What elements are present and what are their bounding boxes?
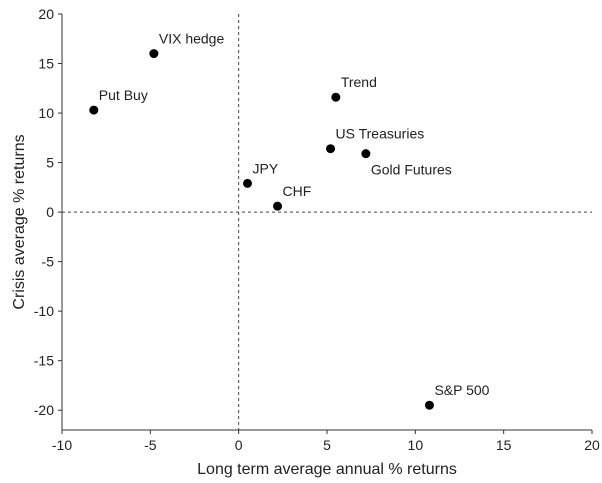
point bbox=[424, 400, 434, 410]
point bbox=[361, 149, 371, 159]
point-label: S&P 500 bbox=[434, 382, 489, 398]
point-label: US Treasuries bbox=[336, 126, 425, 142]
y-axis-label: Crisis average % returns bbox=[11, 134, 28, 309]
point-label: Trend bbox=[341, 74, 377, 90]
x-tick-label: 0 bbox=[235, 437, 243, 453]
x-tick-label: 10 bbox=[408, 437, 424, 453]
x-tick-label: 5 bbox=[323, 437, 331, 453]
y-tick-label: -20 bbox=[34, 402, 54, 418]
y-tick-label: 0 bbox=[46, 204, 54, 220]
point bbox=[243, 178, 252, 188]
x-tick-label: 15 bbox=[496, 437, 512, 453]
y-tick-label: 5 bbox=[46, 155, 54, 171]
point bbox=[149, 49, 159, 59]
point-label: VIX hedge bbox=[159, 31, 225, 47]
x-tick-label: -5 bbox=[144, 437, 157, 453]
y-tick-label: 15 bbox=[38, 56, 54, 72]
y-tick-label: 10 bbox=[38, 105, 54, 121]
y-tick-label: -15 bbox=[34, 353, 54, 369]
point-label: Put Buy bbox=[99, 87, 148, 103]
y-tick-label: -5 bbox=[42, 254, 55, 270]
point-label: Gold Futures bbox=[371, 162, 452, 178]
point-label: JPY bbox=[253, 160, 279, 176]
y-tick-label: 20 bbox=[38, 6, 54, 22]
x-tick-label: -10 bbox=[52, 437, 72, 453]
y-tick-label: -10 bbox=[34, 303, 54, 319]
x-axis-label: Long term average annual % returns bbox=[197, 461, 457, 478]
point bbox=[326, 144, 336, 154]
point bbox=[273, 201, 283, 211]
point-label: CHF bbox=[283, 183, 312, 199]
point bbox=[331, 92, 341, 102]
x-tick-label: 20 bbox=[584, 437, 600, 453]
point bbox=[89, 105, 99, 115]
